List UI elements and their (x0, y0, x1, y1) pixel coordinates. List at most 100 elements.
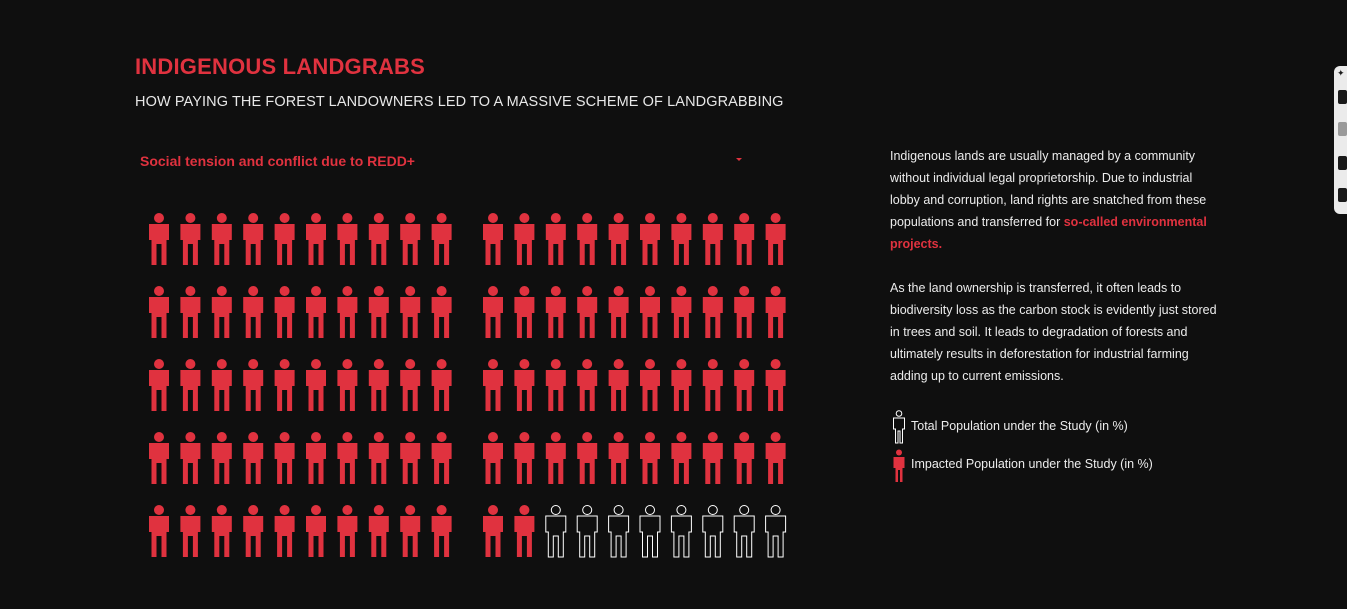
person-impacted-mark (149, 505, 169, 557)
person-impacted-mark (640, 432, 660, 484)
person-total-mark (702, 505, 724, 558)
person-impacted-mark (180, 505, 201, 557)
person-impacted-mark (274, 286, 295, 338)
person-impacted-mark (306, 213, 326, 265)
person-impacted-mark (368, 505, 389, 557)
person-impacted-mark (545, 432, 566, 484)
person-impacted-mark (400, 505, 421, 557)
page-title: INDIGENOUS LANDGRABS (135, 54, 426, 79)
person-impacted-mark (431, 359, 452, 411)
person-impacted-mark (765, 213, 786, 265)
person-impacted-mark (765, 432, 786, 484)
person-impacted-mark (577, 432, 598, 484)
person-impacted-mark (577, 213, 598, 265)
person-impacted-mark (337, 359, 358, 411)
person-impacted-mark (671, 359, 692, 411)
person-impacted-mark (306, 432, 326, 484)
person-impacted-mark (149, 213, 169, 265)
person-impacted-mark (608, 286, 629, 338)
person-total-mark (608, 505, 630, 558)
person-impacted-mark (149, 432, 169, 484)
person-impacted-mark (211, 432, 232, 484)
camera-icon[interactable] (1338, 90, 1347, 104)
person-impacted-mark (180, 286, 201, 338)
person-impacted-mark (400, 286, 421, 338)
person-impacted-mark (702, 213, 723, 265)
person-impacted-mark (211, 213, 232, 265)
person-impacted-mark (483, 359, 503, 411)
person-impacted-mark (431, 286, 452, 338)
person-total-mark (670, 505, 692, 558)
person-impacted-mark (211, 505, 232, 557)
person-impacted-mark (337, 505, 358, 557)
person-impacted-mark (400, 359, 421, 411)
person-total-mark (545, 505, 567, 558)
puzzle-icon[interactable] (1338, 188, 1347, 202)
person-impacted-mark (514, 359, 535, 411)
person-impacted-mark (337, 432, 358, 484)
person-impacted-mark (180, 213, 201, 265)
person-impacted-mark (765, 286, 786, 338)
person-impacted-mark (734, 432, 755, 484)
person-total-mark (733, 505, 755, 558)
person-impacted-mark (431, 505, 452, 557)
description-highlight: so-called environmental projects. (890, 215, 1207, 251)
copy-icon[interactable] (1338, 156, 1347, 170)
legend-item-impacted: Impacted Population under the Study (in … (890, 449, 1190, 485)
person-impacted-mark (368, 432, 389, 484)
person-impacted-mark (149, 359, 169, 411)
browser-extension-toolbar: ✦ (1334, 66, 1347, 214)
person-impacted-mark (274, 505, 295, 557)
legend-label-total: Total Population under the Study (in %) (911, 419, 1128, 433)
person-impacted-mark (702, 432, 723, 484)
person-impacted-mark (149, 286, 169, 338)
page-subtitle: HOW PAYING THE FOREST LANDOWNERS LED TO … (135, 94, 784, 110)
person-impacted-mark (306, 286, 326, 338)
person-impacted-mark (337, 213, 358, 265)
person-impacted-mark (400, 432, 421, 484)
person-impacted-mark (211, 359, 232, 411)
person-impacted-mark (640, 286, 660, 338)
person-impacted-mark (337, 286, 358, 338)
person-impacted-mark (640, 213, 660, 265)
person-impacted-mark (514, 286, 535, 338)
person-impacted-mark (702, 359, 723, 411)
person-impacted-mark (483, 213, 503, 265)
panel-icon[interactable] (1338, 122, 1347, 136)
person-impacted-mark (368, 213, 389, 265)
person-impacted-mark (577, 359, 598, 411)
person-impacted-mark (702, 286, 723, 338)
category-select-value: Social tension and conflict due to REDD+ (140, 153, 415, 169)
person-total-mark (639, 505, 661, 558)
person-impacted-mark (483, 286, 503, 338)
person-impacted-mark (483, 432, 503, 484)
person-impacted-mark (274, 359, 295, 411)
person-impacted-mark (545, 286, 566, 338)
person-impacted-mark (545, 213, 566, 265)
person-impacted-mark (608, 432, 629, 484)
person-impacted-mark (514, 213, 535, 265)
person-impacted-mark (734, 286, 755, 338)
person-impacted-mark (514, 432, 535, 484)
person-impacted-mark (400, 213, 421, 265)
person-impacted-mark (306, 359, 326, 411)
person-impacted-mark (274, 213, 295, 265)
person-impacted-mark (577, 286, 598, 338)
person-impacted-mark (243, 359, 264, 411)
person-impacted-mark (243, 213, 264, 265)
category-select[interactable]: Social tension and conflict due to REDD+ (140, 150, 746, 174)
person-impacted-mark (243, 286, 264, 338)
person-impacted-mark (671, 432, 692, 484)
person-impacted-mark (608, 359, 629, 411)
person-impacted-mark (431, 432, 452, 484)
person-impacted-mark (274, 432, 295, 484)
person-total-mark (765, 505, 787, 558)
legend-item-total: Total Population under the Study (in %) (890, 410, 1190, 446)
description-paragraph-1: Indigenous lands are usually managed by … (890, 145, 1220, 255)
person-impacted-mark (483, 505, 503, 557)
person-impacted-mark (671, 213, 692, 265)
chevron-down-icon[interactable] (736, 158, 742, 161)
pin-icon[interactable]: ✦ (1337, 68, 1345, 78)
legend-label-impacted: Impacted Population under the Study (in … (911, 457, 1153, 471)
person-impacted-mark (545, 359, 566, 411)
